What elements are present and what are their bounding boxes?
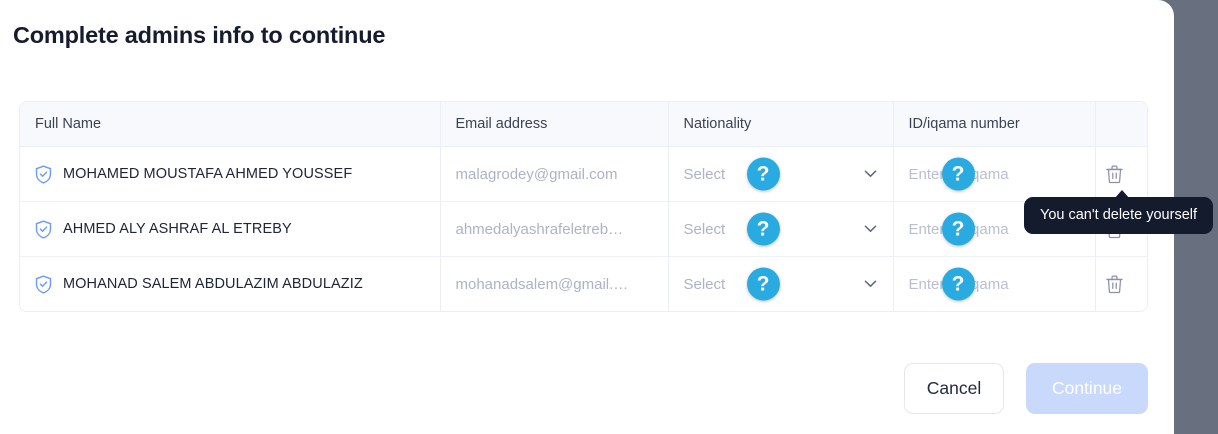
delete-disabled-tooltip: You can't delete yourself [1024, 190, 1214, 234]
nationality-placeholder: Select [683, 220, 726, 238]
shield-check-icon [35, 219, 52, 239]
tooltip-arrow-icon [1114, 190, 1130, 199]
nationality-placeholder: Select [683, 275, 726, 293]
cell-email[interactable]: malagrodey@gmail.com [440, 146, 669, 202]
table-header: Full Name Email address Nationality ID/i… [20, 102, 1147, 147]
continue-button[interactable]: Continue [1026, 363, 1148, 414]
cell-id-iqama[interactable]: Enter ID/iqama ? [893, 256, 1096, 311]
chevron-down-icon[interactable] [864, 280, 877, 288]
cell-email[interactable]: ahmedalyashrafeletreb… [440, 201, 669, 257]
admins-table: Full Name Email address Nationality ID/i… [20, 102, 1147, 312]
page-title: Complete admins info to continue [13, 22, 386, 48]
help-badge-icon[interactable]: ? [941, 157, 975, 191]
cell-actions [1095, 257, 1147, 312]
delete-row-button[interactable] [1106, 274, 1123, 294]
footer-actions: Cancel Continue [904, 363, 1148, 414]
admin-name: MOHAMED MOUSTAFA AHMED YOUSSEF [63, 166, 353, 182]
cell-nationality[interactable]: Select ? [668, 146, 894, 202]
column-header-nationality: Nationality [668, 102, 894, 147]
table-row: MOHANAD SALEM ABDULAZIM ABDULAZIZ mohana… [20, 256, 1147, 312]
column-header-full-name: Full Name [20, 102, 441, 147]
cancel-button[interactable]: Cancel [904, 363, 1004, 414]
cell-full-name: MOHAMED MOUSTAFA AHMED YOUSSEF [20, 146, 441, 202]
cell-nationality[interactable]: Select ? [668, 256, 894, 311]
admins-table-container: Full Name Email address Nationality ID/i… [19, 101, 1148, 312]
nationality-placeholder: Select [683, 165, 726, 183]
help-badge-icon[interactable]: ? [941, 267, 975, 301]
table-header-row: Full Name Email address Nationality ID/i… [20, 102, 1147, 147]
modal-panel: Complete admins info to continue Full Na… [0, 0, 1174, 434]
chevron-down-icon[interactable] [864, 225, 877, 233]
cell-full-name: MOHANAD SALEM ABDULAZIM ABDULAZIZ [20, 256, 441, 311]
column-header-actions [1095, 102, 1147, 147]
admin-name: AHMED ALY ASHRAF AL ETREBY [63, 221, 292, 237]
help-badge-icon[interactable]: ? [746, 212, 780, 246]
admin-name: MOHANAD SALEM ABDULAZIM ABDULAZIZ [63, 276, 363, 292]
cell-nationality[interactable]: Select ? [668, 201, 894, 257]
email-value: mohanadsalem@gmail.… [455, 275, 629, 293]
shield-check-icon [35, 274, 52, 294]
help-badge-icon[interactable]: ? [941, 212, 975, 246]
chevron-down-icon[interactable] [864, 170, 877, 178]
cell-id-iqama[interactable]: Enter ID/iqama ? [893, 146, 1096, 202]
column-header-id-iqama-number: ID/iqama number [893, 102, 1096, 147]
table-row: MOHAMED MOUSTAFA AHMED YOUSSEF malagrode… [20, 146, 1147, 202]
shield-check-icon [35, 164, 52, 184]
email-value: ahmedalyashrafeletreb… [455, 220, 624, 238]
help-badge-icon[interactable]: ? [746, 157, 780, 191]
column-header-email-address: Email address [440, 102, 669, 147]
cell-full-name: AHMED ALY ASHRAF AL ETREBY [20, 201, 441, 257]
delete-row-button[interactable] [1106, 164, 1123, 184]
table-row: AHMED ALY ASHRAF AL ETREBY ahmedalyashra… [20, 201, 1147, 257]
help-badge-icon[interactable]: ? [746, 267, 780, 301]
tooltip-text: You can't delete yourself [1040, 207, 1198, 223]
cell-email[interactable]: mohanadsalem@gmail.… [440, 256, 669, 311]
table-body: MOHAMED MOUSTAFA AHMED YOUSSEF malagrode… [20, 146, 1147, 312]
email-value: malagrodey@gmail.com [455, 165, 618, 183]
